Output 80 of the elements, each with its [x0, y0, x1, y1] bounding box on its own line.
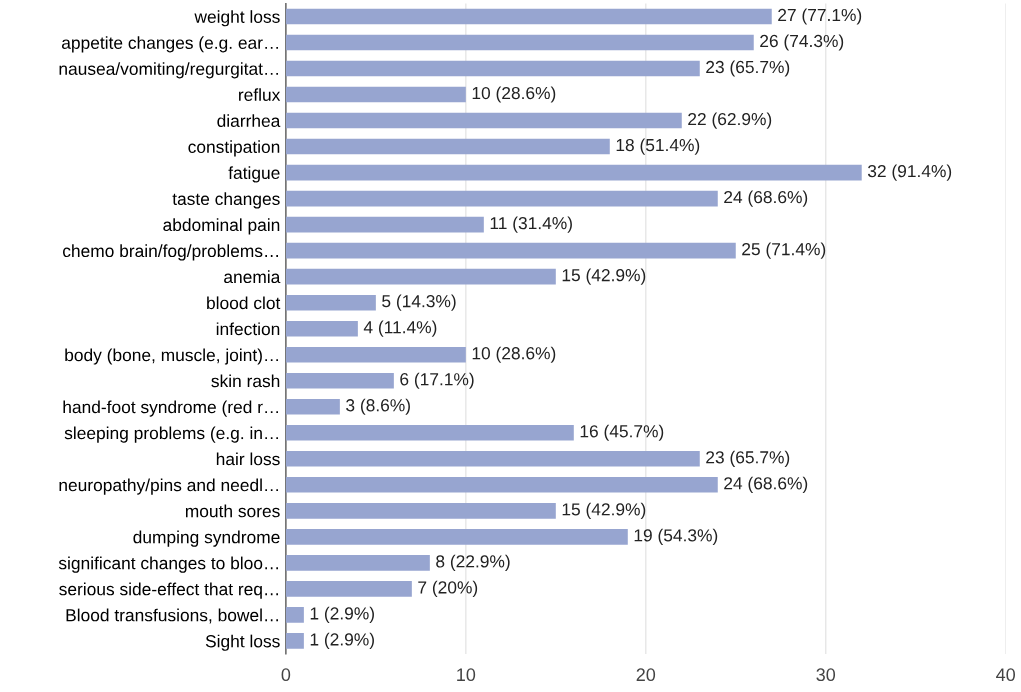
x-tick-label: 30	[816, 668, 836, 682]
data-label: 25 (71.4%)	[742, 242, 826, 259]
y-tick-label: constipation	[188, 140, 280, 157]
data-label: 18 (51.4%)	[616, 138, 700, 155]
bar	[285, 607, 304, 623]
y-tick-label: diarrhea	[217, 114, 281, 128]
data-label: 1 (2.9%)	[310, 606, 374, 623]
bar	[285, 164, 862, 181]
data-label: 10 (28.6%)	[472, 86, 556, 103]
bar	[285, 633, 304, 649]
bar	[285, 555, 430, 571]
data-label: 26 (74.3%)	[760, 34, 844, 51]
y-tick-label: abdominal pain	[163, 218, 280, 235]
bar	[285, 216, 484, 233]
x-tick-label: 10	[457, 668, 476, 682]
bar	[285, 34, 754, 51]
bar	[285, 268, 556, 285]
bar	[285, 503, 556, 519]
bar	[285, 112, 682, 129]
bar	[285, 242, 736, 259]
data-label: 8 (22.9%)	[436, 554, 510, 571]
data-label: 27 (77.1%)	[778, 8, 862, 25]
data-label: 24 (68.6%)	[724, 476, 808, 493]
bar	[285, 8, 772, 25]
data-label: 11 (31.4%)	[490, 216, 572, 233]
y-tick-label: taste changes	[172, 192, 280, 209]
data-label: 16 (45.7%)	[580, 424, 664, 441]
y-tick-label: blood clot	[207, 296, 281, 310]
bar	[285, 477, 718, 493]
bar	[285, 398, 340, 415]
x-tick-label: 0	[281, 668, 291, 682]
bar	[285, 86, 466, 103]
y-tick-label: skin rash	[211, 374, 280, 388]
bar	[285, 320, 358, 337]
data-label: 24 (68.6%)	[724, 190, 808, 207]
bar	[285, 138, 610, 155]
data-label: 5 (14.3%)	[382, 294, 456, 311]
y-tick-label: dumping syndrome	[133, 530, 280, 547]
y-tick-label: mouth sores	[185, 504, 280, 518]
y-tick-label: anemia	[224, 270, 281, 284]
y-tick-label: fatigue	[228, 166, 280, 183]
y-tick-label: reflux	[239, 88, 281, 101]
data-label: 15 (42.9%)	[562, 502, 646, 519]
bar	[285, 346, 466, 363]
y-tick-label: body (bone, muscle, joint)…	[65, 348, 278, 365]
y-tick-label: weight loss	[194, 10, 280, 27]
y-tick-label: significant changes to bloo…	[58, 556, 278, 573]
y-tick-label: appetite changes (e.g. ear…	[62, 36, 278, 53]
y-tick-label: neuropathy/pins and needl…	[59, 478, 278, 495]
y-tick-label: chemo brain/fog/problems…	[63, 244, 278, 261]
data-label: 4 (11.4%)	[363, 320, 437, 337]
data-label: 15 (42.9%)	[562, 268, 646, 285]
data-label: 32 (91.4%)	[867, 164, 952, 181]
data-label: 23 (65.7%)	[706, 60, 790, 77]
data-label: 10 (28.6%)	[472, 346, 556, 363]
data-label: 23 (65.7%)	[706, 450, 790, 467]
data-label: 6 (17.1%)	[400, 372, 474, 389]
data-label: 7 (20%)	[418, 580, 478, 597]
bar	[285, 581, 412, 597]
bar	[285, 372, 394, 389]
y-tick-label: serious side-effect that req…	[59, 582, 278, 599]
y-tick-label: sleeping problems (e.g. in…	[64, 426, 278, 443]
data-label: 3 (8.6%)	[346, 398, 410, 415]
x-tick-label: 40	[996, 668, 1016, 682]
y-tick-label: nausea/vomiting/regurgitat…	[59, 62, 278, 79]
bar	[285, 294, 376, 311]
y-tick-label: infection	[216, 322, 280, 336]
bar	[285, 424, 574, 441]
x-tick-label: 20	[636, 668, 656, 682]
data-label: 1 (2.9%)	[310, 632, 374, 650]
y-tick-label: hand-foot syndrome (red r…	[63, 400, 278, 417]
data-label: 19 (54.3%)	[634, 528, 718, 545]
bar	[285, 60, 700, 77]
y-tick-label: hair loss	[216, 452, 280, 466]
data-label: 22 (62.9%)	[688, 112, 772, 129]
bar	[285, 190, 718, 207]
bar	[285, 450, 700, 467]
bar	[285, 529, 628, 545]
y-tick-label: Blood transfusions, bowel…	[66, 608, 278, 624]
y-tick-label: Sight loss	[205, 634, 280, 651]
